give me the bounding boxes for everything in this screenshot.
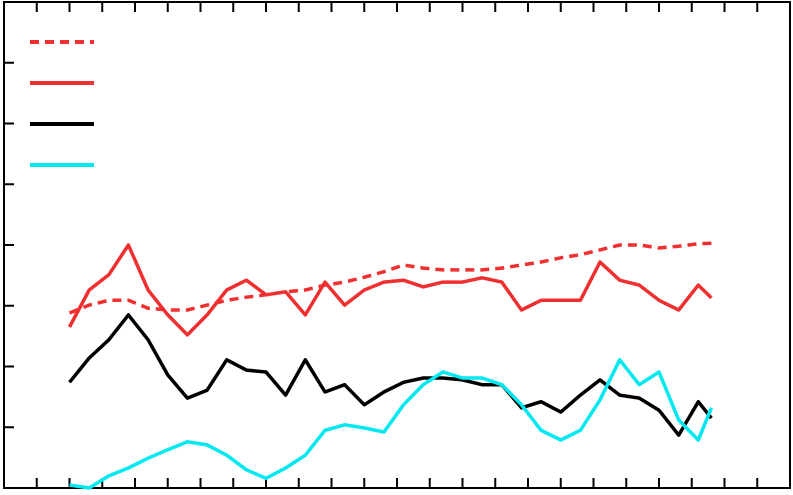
line-series	[68, 313, 713, 437]
line-series	[69, 358, 714, 490]
line-series	[68, 241, 712, 315]
line-series	[67, 243, 713, 337]
